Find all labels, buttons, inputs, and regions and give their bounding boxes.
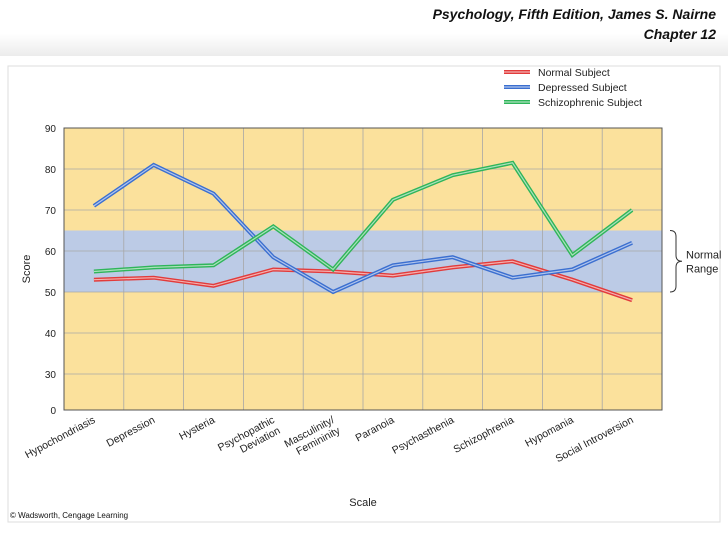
y-tick-label: 40 [45,329,57,340]
slide-header: Psychology, Fifth Edition, James S. Nair… [0,0,728,56]
normal-range-label: Range [686,263,718,275]
y-tick-label: 30 [45,370,57,381]
legend-label: Normal Subject [538,67,610,79]
header-book-title: Psychology, Fifth Edition, James S. Nair… [433,4,716,24]
y-tick-label: 70 [45,206,57,217]
legend-label: Depressed Subject [538,82,627,94]
y-tick-label: 80 [45,165,57,176]
legend-label: Schizophrenic Subject [538,97,642,109]
x-axis-label: Scale [349,497,377,509]
y-tick-label: 60 [45,247,57,258]
y-axis-label: Score [21,255,33,284]
header-chapter: Chapter 12 [433,24,716,44]
copyright-notice: © Wadsworth, Cengage Learning [10,511,128,520]
header-title: Psychology, Fifth Edition, James S. Nair… [433,4,716,44]
normal-range-label: Normal [686,249,721,261]
y-tick-label: 90 [45,124,57,135]
y-tick-label: 50 [45,288,57,299]
y-tick-label: 0 [50,406,56,417]
